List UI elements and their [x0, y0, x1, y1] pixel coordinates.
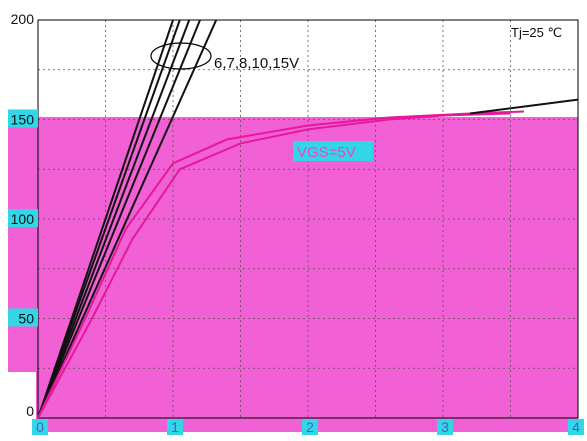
y-tick-label-bg [8, 209, 38, 227]
gridlines [38, 20, 578, 418]
y-tick-label: 150 [11, 112, 35, 128]
y-tick-label-bg [8, 109, 38, 128]
series-line-high_vgs_sat [469, 98, 578, 115]
series-line-vgs5 [38, 110, 525, 418]
group-label: 6,7,8,10,15V [214, 55, 299, 72]
y-tick-label-bg [8, 308, 38, 327]
y-tick-label: 50 [18, 311, 34, 327]
series-line-high_vgs [38, 20, 201, 418]
x-tick-label-bg [437, 419, 453, 435]
x-tick-label-bg [167, 419, 183, 435]
y-tick-label: 0 [26, 403, 34, 419]
series-lines [38, 20, 578, 418]
x-tick-label: 0 [36, 419, 44, 435]
tick-labels: 0 50 100 150 200 0 1 2 3 4 [8, 11, 584, 435]
x-tick-label: 4 [572, 419, 580, 435]
x-tick-label: 3 [441, 419, 449, 435]
series-line-high_vgs [38, 20, 218, 418]
series-line-vgs5 [38, 112, 511, 418]
x-tick-label: 2 [306, 419, 314, 435]
y-tick-label: 100 [11, 211, 35, 227]
vgs5-label: VGS=5V [297, 144, 356, 161]
series-line-high_vgs [38, 20, 181, 418]
vgs5-label-bg [293, 141, 373, 161]
x-tick-label-bg [32, 419, 48, 435]
series-line-high_vgs [38, 20, 174, 418]
temperature-label: Tj=25 ℃ [511, 25, 562, 40]
group-ellipse [150, 42, 212, 70]
x-tick-label-bg [568, 419, 584, 435]
x-tick-label: 1 [171, 419, 179, 435]
series-line-high_vgs [38, 20, 191, 418]
x-tick-label-bg [302, 419, 318, 435]
y-tick-label: 200 [11, 11, 35, 27]
